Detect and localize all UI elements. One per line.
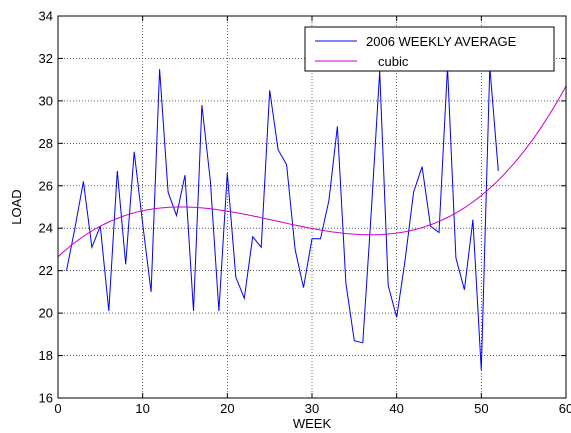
y-tick-label: 28 xyxy=(39,136,53,151)
series-line-weekly-average xyxy=(66,66,499,371)
legend-label-weekly-average: 2006 WEEKLY AVERAGE xyxy=(366,34,517,49)
x-tick-label: 60 xyxy=(559,401,571,416)
legend: 2006 WEEKLY AVERAGE cubic xyxy=(304,26,555,72)
axis-ticks: 0 10 20 30 40 50 60 16 18 20 22 24 26 28 30 32 34 xyxy=(39,9,571,417)
x-tick-label: 20 xyxy=(220,401,234,416)
x-tick-label: 0 xyxy=(54,401,61,416)
legend-label-cubic: cubic xyxy=(378,54,409,69)
x-tick-label: 50 xyxy=(474,401,488,416)
y-tick-label: 32 xyxy=(39,51,53,66)
legend-box xyxy=(304,26,555,72)
y-tick-label: 30 xyxy=(39,93,53,108)
y-axis-label: LOAD xyxy=(9,189,24,224)
x-axis-label: WEEK xyxy=(293,416,332,431)
grid-lines xyxy=(58,16,566,398)
y-tick-label: 22 xyxy=(39,263,53,278)
plot-frame xyxy=(57,15,567,399)
series-lines xyxy=(57,66,567,371)
y-tick-label: 34 xyxy=(39,9,53,24)
y-tick-label: 18 xyxy=(39,348,53,363)
x-tick-label: 10 xyxy=(135,401,149,416)
y-tick-label: 24 xyxy=(39,221,53,236)
y-tick-label: 16 xyxy=(39,391,53,406)
y-tick-label: 26 xyxy=(39,178,53,193)
x-tick-label: 30 xyxy=(305,401,319,416)
x-tick-label: 40 xyxy=(389,401,403,416)
series-line-cubic xyxy=(57,85,567,258)
y-tick-label: 20 xyxy=(39,306,53,321)
